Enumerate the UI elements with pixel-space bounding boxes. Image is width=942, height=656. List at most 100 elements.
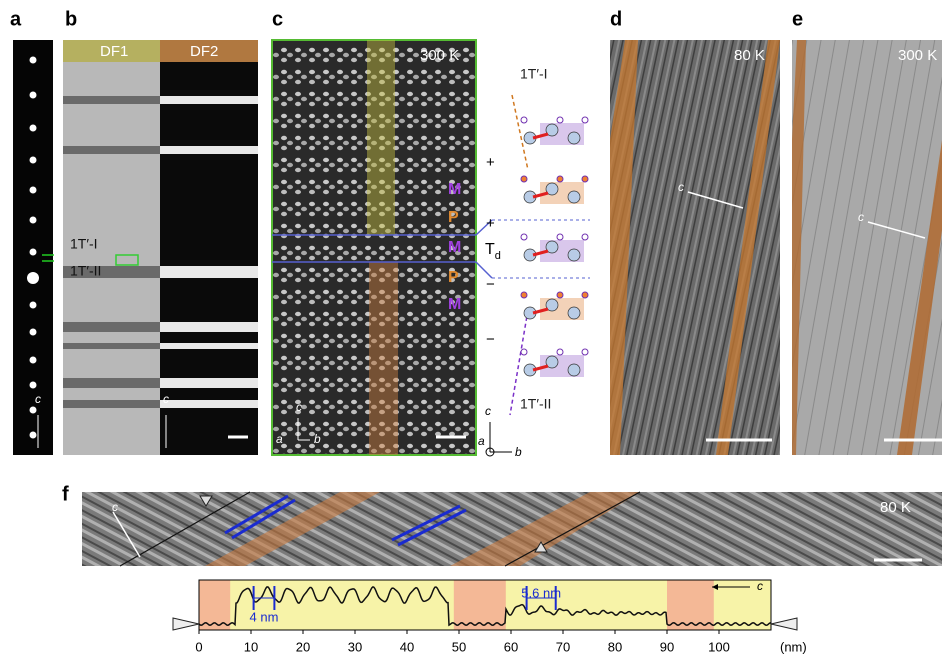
atom [568, 307, 580, 319]
atom [568, 364, 580, 376]
x-tick-label: 20 [296, 639, 310, 654]
spot [30, 357, 37, 364]
spot [30, 407, 37, 414]
spot [30, 382, 37, 389]
atom [568, 191, 580, 203]
dark-band [63, 378, 160, 388]
panel-label: f [62, 483, 69, 505]
spot [30, 57, 37, 64]
axis-label: b [515, 445, 522, 459]
layer-label: M [448, 296, 461, 313]
sign: − [486, 331, 495, 348]
temperature: 300 K [898, 47, 937, 64]
atom [568, 249, 580, 261]
dark-band [63, 322, 160, 332]
spot [30, 187, 37, 194]
temperature: 80 K [880, 499, 911, 516]
bright-band [160, 343, 258, 349]
axis-label: c [35, 392, 41, 406]
x-tick-label: 0 [195, 639, 202, 654]
small-atom [582, 349, 588, 355]
small-atom [582, 292, 588, 298]
spot [30, 329, 37, 336]
x-tick-label: 80 [608, 639, 622, 654]
bright-band [160, 400, 258, 408]
layer-label: M [448, 181, 461, 198]
dark-band [63, 146, 160, 154]
small-atom [557, 117, 563, 123]
tem-image [610, 40, 780, 455]
spot [30, 157, 37, 164]
small-atom [557, 234, 563, 240]
dark-band [63, 400, 160, 408]
diffraction-image [13, 40, 53, 455]
small-atom [521, 234, 527, 240]
spot [30, 92, 37, 99]
panel-label: c [272, 8, 283, 30]
panel-label: d [610, 8, 622, 30]
spot [30, 249, 37, 256]
layer-label: M [448, 239, 461, 256]
structure-model [492, 95, 590, 415]
atom [568, 132, 580, 144]
x-tick-label: 70 [556, 639, 570, 654]
axis-label: c [485, 404, 491, 418]
td-main: T [485, 241, 495, 258]
phase-label: 1T′-I [520, 66, 548, 82]
spacing-label: 5.6 nm [521, 585, 561, 600]
bright-band [160, 96, 258, 104]
spot [27, 272, 39, 284]
axis-label: c [163, 392, 169, 406]
sign: + [486, 154, 495, 171]
spot [30, 302, 37, 309]
sign: − [486, 276, 495, 293]
temperature: 300 K [420, 47, 459, 64]
figure: a c b DF1 DF2 1T′-I 1T′-II c c 300 K MPM… [0, 0, 942, 656]
small-atom [582, 234, 588, 240]
x-tick-label: 90 [660, 639, 674, 654]
x-tick-label: 10 [244, 639, 258, 654]
small-atom [521, 176, 527, 182]
layer-label: P [448, 269, 459, 286]
x-tick-label: 100 [708, 639, 730, 654]
x-tick-label: 40 [400, 639, 414, 654]
dark-band [63, 96, 160, 104]
spot [30, 217, 37, 224]
axis-label: c [678, 180, 684, 194]
panel-label: e [792, 8, 803, 30]
small-atom [557, 176, 563, 182]
spacing-label: 4 nm [250, 609, 279, 624]
td-sub: d [495, 250, 501, 262]
axis-label: b [314, 432, 321, 446]
marker [771, 618, 797, 630]
dark-band [63, 343, 160, 349]
small-atom [521, 117, 527, 123]
line-profile: 0 10 20 30 40 50 60 70 80 90 100 (nm) 4 nm 5.6 nm c [173, 579, 807, 654]
bright-band [160, 146, 258, 154]
phase-label: 1T′-II [520, 396, 551, 412]
axis-label: c [296, 400, 302, 414]
x-tick-label: 30 [348, 639, 362, 654]
marker [173, 618, 199, 630]
unit-label: (nm) [780, 639, 807, 654]
spot [30, 432, 37, 439]
spot [30, 125, 37, 132]
small-atom [557, 292, 563, 298]
small-atom [521, 292, 527, 298]
x-tick-label: 50 [452, 639, 466, 654]
phase-label: 1T′-II [70, 263, 101, 279]
td-label: Td [485, 241, 501, 262]
bright-band [160, 266, 258, 278]
panel-label: a [10, 8, 22, 30]
sign: + [486, 215, 495, 232]
axis-label: c [757, 579, 763, 593]
highlight [369, 262, 398, 455]
small-atom [521, 349, 527, 355]
x-tick-label: 60 [504, 639, 518, 654]
axis-label: c [112, 500, 118, 514]
small-atom [582, 117, 588, 123]
df1-label: DF1 [100, 43, 128, 60]
axis-label: a [276, 432, 283, 446]
axis-label: c [858, 210, 864, 224]
temperature: 80 K [734, 47, 765, 64]
